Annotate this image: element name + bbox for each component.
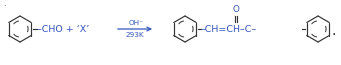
Text: –CH=CH–C–: –CH=CH–C– [201, 25, 257, 33]
Text: O: O [233, 5, 239, 14]
Text: ·: · [3, 2, 5, 11]
Text: 293K: 293K [126, 32, 144, 38]
Text: –CHO + ‘X’: –CHO + ‘X’ [37, 25, 89, 33]
Text: OH⁻: OH⁻ [129, 20, 144, 26]
Text: .: . [332, 24, 336, 38]
